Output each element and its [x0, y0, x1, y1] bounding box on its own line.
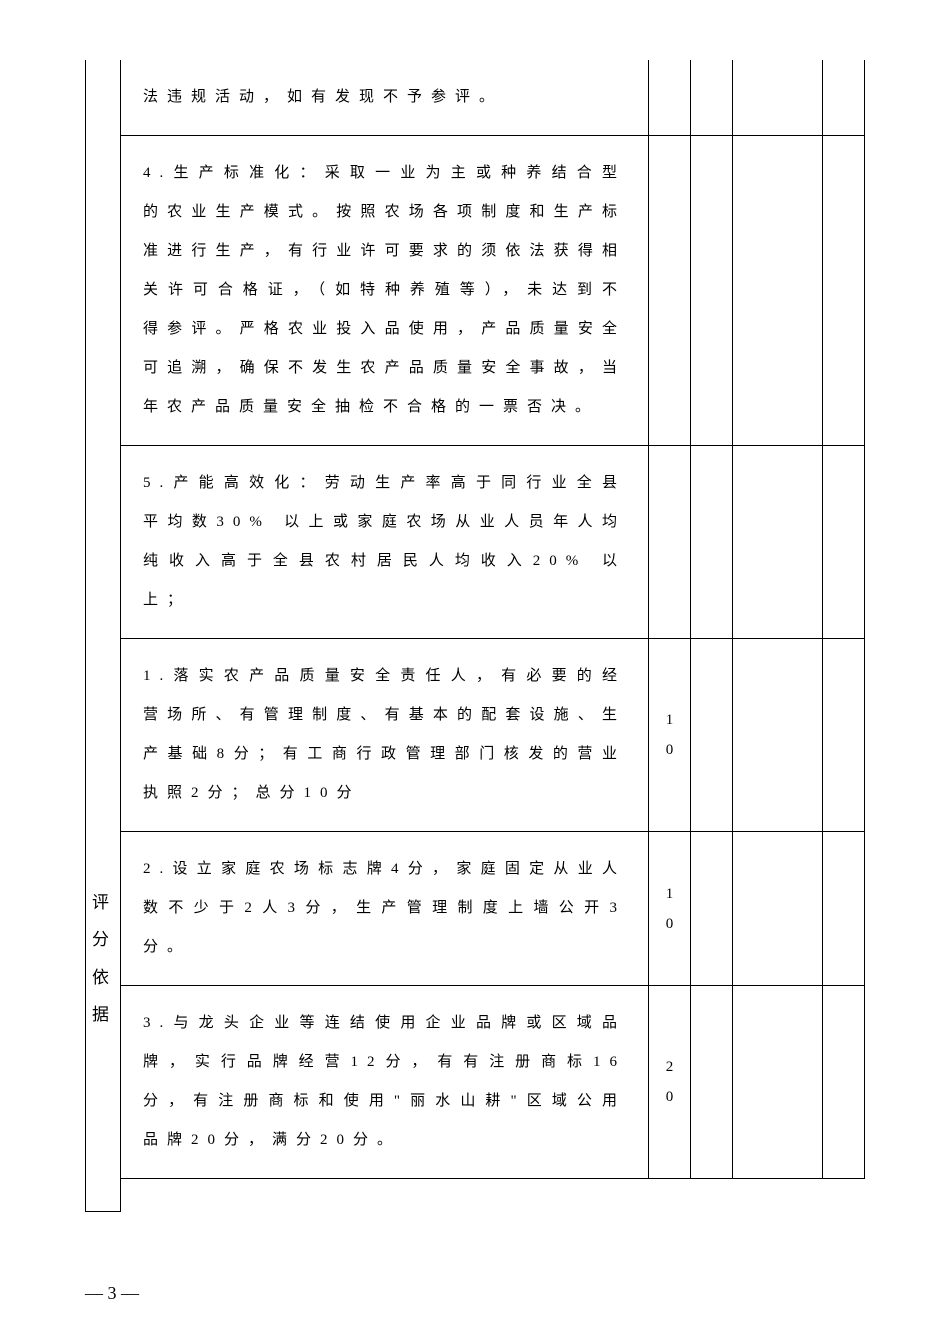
table-row: 法违规活动，如有发现不予参评。 — [121, 60, 865, 136]
blank-cell — [823, 986, 865, 1179]
blank-cell — [691, 986, 733, 1179]
left-label-lower: 评 分 依 据 — [85, 706, 121, 1212]
blank-cell — [733, 986, 823, 1179]
blank-cell — [691, 60, 733, 136]
criteria-cell: 法违规活动，如有发现不予参评。 — [121, 60, 649, 136]
left-label-upper — [85, 60, 121, 706]
score-cell — [649, 446, 691, 639]
content-column: 法违规活动，如有发现不予参评。 4.生产标准化：采取一业为主或种养结合型的农业生… — [121, 60, 865, 1212]
blank-cell — [823, 832, 865, 986]
blank-cell — [823, 60, 865, 136]
blank-cell — [823, 639, 865, 832]
blank-cell — [691, 446, 733, 639]
table-row: 2.设立家庭农场标志牌4分，家庭固定从业人数不少于2人3分，生产管理制度上墙公开… — [121, 832, 865, 986]
score-cell: 1 0 — [649, 832, 691, 986]
blank-cell — [733, 136, 823, 446]
blank-cell — [691, 832, 733, 986]
table-row: 5.产能高效化：劳动生产率高于同行业全县平均数30% 以上或家庭农场从业人员年人… — [121, 446, 865, 639]
criteria-cell: 4.生产标准化：采取一业为主或种养结合型的农业生产模式。按照农场各项制度和生产标… — [121, 136, 649, 446]
blank-cell — [733, 832, 823, 986]
evaluation-table: 评 分 依 据 法违规活动，如有发现不予参评。 4.生产标准化：采取一业为主或种… — [85, 60, 865, 1212]
table-row: 4.生产标准化：采取一业为主或种养结合型的农业生产模式。按照农场各项制度和生产标… — [121, 136, 865, 446]
blank-cell — [733, 639, 823, 832]
score-cell — [649, 136, 691, 446]
table-row: 1.落实农产品质量安全责任人，有必要的经营场所、有管理制度、有基本的配套设施、生… — [121, 639, 865, 832]
blank-cell — [733, 446, 823, 639]
score-cell: 1 0 — [649, 639, 691, 832]
page-number: — 3 — — [85, 1283, 139, 1304]
score-cell: 2 0 — [649, 986, 691, 1179]
table-row: 3.与龙头企业等连结使用企业品牌或区域品牌，实行品牌经营12分，有有注册商标16… — [121, 986, 865, 1179]
blank-cell — [823, 446, 865, 639]
criteria-cell: 5.产能高效化：劳动生产率高于同行业全县平均数30% 以上或家庭农场从业人员年人… — [121, 446, 649, 639]
score-cell — [649, 60, 691, 136]
blank-cell — [733, 60, 823, 136]
criteria-cell: 1.落实农产品质量安全责任人，有必要的经营场所、有管理制度、有基本的配套设施、生… — [121, 639, 649, 832]
blank-cell — [691, 639, 733, 832]
blank-cell — [691, 136, 733, 446]
left-column-wrapper: 评 分 依 据 — [85, 60, 121, 1212]
criteria-cell: 2.设立家庭农场标志牌4分，家庭固定从业人数不少于2人3分，生产管理制度上墙公开… — [121, 832, 649, 986]
blank-cell — [823, 136, 865, 446]
criteria-cell: 3.与龙头企业等连结使用企业品牌或区域品牌，实行品牌经营12分，有有注册商标16… — [121, 986, 649, 1179]
